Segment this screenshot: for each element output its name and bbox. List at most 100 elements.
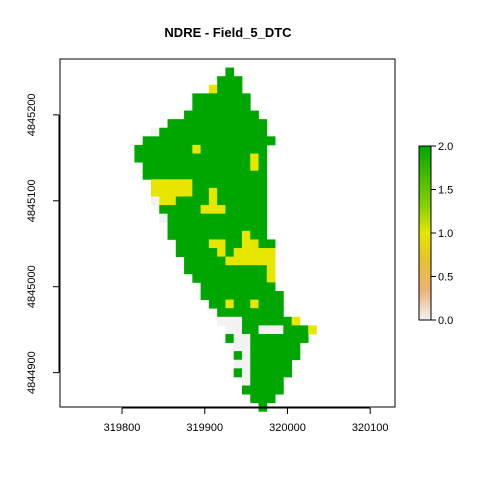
raster-cell: [250, 300, 259, 309]
raster-cell: [242, 248, 251, 257]
raster-cell: [209, 300, 218, 309]
raster-cell: [250, 111, 259, 120]
raster-cell: [192, 102, 201, 111]
raster-cell: [250, 231, 259, 240]
raster-cell: [201, 102, 210, 111]
raster-cell: [267, 317, 276, 326]
raster-cell: [242, 102, 251, 111]
raster-cell: [259, 188, 268, 197]
raster-cell: [242, 282, 251, 291]
raster-cell: [242, 111, 251, 120]
raster-cell: [201, 257, 210, 266]
raster-cell: [209, 162, 218, 171]
raster-cell: [192, 257, 201, 266]
raster-cell: [259, 386, 268, 395]
raster-cell: [201, 291, 210, 300]
raster-cell: [168, 188, 177, 197]
raster-cell: [225, 291, 234, 300]
raster-cell: [267, 282, 276, 291]
raster-cell: [184, 136, 193, 145]
raster-cell: [192, 179, 201, 188]
raster-cell: [267, 377, 276, 386]
raster-cell: [225, 300, 234, 309]
raster-cell: [176, 162, 185, 171]
raster-cell: [292, 334, 301, 343]
raster-cell: [225, 334, 234, 343]
raster-cell: [143, 136, 152, 145]
raster-cell: [259, 360, 268, 369]
raster-cell: [201, 248, 210, 257]
raster-cell: [225, 102, 234, 111]
raster-cell: [217, 119, 226, 128]
raster-cell: [250, 377, 259, 386]
raster-cell: [267, 136, 276, 145]
raster-cell: [176, 205, 185, 214]
raster-cell: [201, 119, 210, 128]
raster-cell: [209, 188, 218, 197]
raster-cell: [184, 205, 193, 214]
raster-cell: [184, 231, 193, 240]
raster-cell: [250, 343, 259, 352]
raster-cell: [217, 291, 226, 300]
raster-cell: [201, 274, 210, 283]
chart-title: NDRE - Field_5_DTC: [164, 25, 292, 40]
raster-cell: [225, 317, 234, 326]
raster-cell: [283, 325, 292, 334]
raster-cell: [242, 377, 251, 386]
raster-cell: [225, 162, 234, 171]
raster-cell: [192, 171, 201, 180]
raster-cell: [192, 154, 201, 163]
raster-cell: [209, 222, 218, 231]
raster-cell: [267, 239, 276, 248]
raster-cell: [259, 119, 268, 128]
raster-cell: [267, 343, 276, 352]
raster-cell: [242, 145, 251, 154]
raster-cell: [201, 222, 210, 231]
raster-cell: [234, 145, 243, 154]
raster-cell: [159, 145, 168, 154]
raster-cell: [217, 196, 226, 205]
legend-tick-label: 0.0: [438, 315, 453, 327]
raster-cell: [151, 188, 160, 197]
raster-cell: [201, 179, 210, 188]
raster-cell: [275, 360, 284, 369]
raster-cell: [143, 162, 152, 171]
raster-cell: [201, 171, 210, 180]
legend-colorbar: [419, 146, 431, 320]
raster-cell: [259, 128, 268, 137]
raster-cell: [234, 205, 243, 214]
raster-cell: [217, 188, 226, 197]
raster-cell: [151, 154, 160, 163]
raster-cell: [134, 154, 143, 163]
raster-cell: [283, 334, 292, 343]
raster-cell: [209, 93, 218, 102]
raster-cell: [234, 300, 243, 309]
raster-cell: [201, 231, 210, 240]
raster-cell: [184, 248, 193, 257]
raster-cell: [192, 239, 201, 248]
raster-cell: [168, 162, 177, 171]
raster-cell: [242, 231, 251, 240]
x-tick-label: 320000: [269, 422, 306, 434]
y-tick-label: 4845200: [26, 93, 38, 136]
raster-cell: [168, 231, 177, 240]
raster-cell: [234, 93, 243, 102]
raster-cell: [259, 239, 268, 248]
raster-cell: [184, 214, 193, 223]
raster-cell: [176, 222, 185, 231]
raster-cell: [209, 102, 218, 111]
raster-cell: [242, 317, 251, 326]
raster-cell: [259, 265, 268, 274]
raster-cell: [242, 214, 251, 223]
raster-cell: [234, 128, 243, 137]
raster-cell: [234, 171, 243, 180]
raster-cell: [209, 231, 218, 240]
raster-cell: [225, 222, 234, 231]
raster-cell: [217, 282, 226, 291]
raster-cell: [242, 368, 251, 377]
raster-cell: [192, 119, 201, 128]
raster-cell: [250, 188, 259, 197]
raster-cell: [209, 239, 218, 248]
raster-cell: [259, 214, 268, 223]
